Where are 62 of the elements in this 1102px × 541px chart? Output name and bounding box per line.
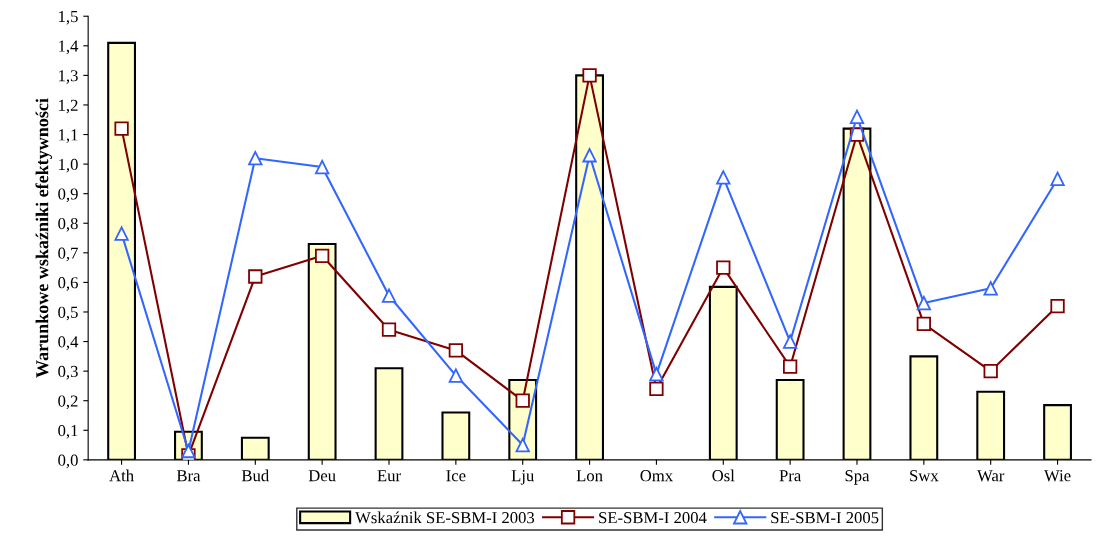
y-tick-label: 0,7 xyxy=(58,247,78,262)
y-tick-label: 0,0 xyxy=(58,454,78,469)
point xyxy=(716,260,731,275)
point xyxy=(916,316,931,331)
point xyxy=(916,295,931,311)
x-tick-label: Eur xyxy=(377,470,401,482)
y-tick-label: 1,4 xyxy=(59,40,79,55)
x-tick-label: Bra xyxy=(176,470,201,482)
legend-label: Wskaźnik SE-SBM-I 2003 xyxy=(355,511,535,524)
point xyxy=(1050,298,1065,314)
x-tick-label: Swx xyxy=(910,470,939,482)
x-tick-label: War xyxy=(977,470,1005,482)
point xyxy=(782,334,798,349)
point xyxy=(248,269,263,284)
point xyxy=(515,437,530,453)
x-tick-label: Ice xyxy=(446,470,466,482)
point xyxy=(314,159,330,175)
point xyxy=(716,170,731,185)
point xyxy=(515,393,530,408)
y-tick-label: 0,2 xyxy=(58,395,78,410)
point xyxy=(448,368,464,383)
legend-label: SE-SBM-I 2005 xyxy=(771,512,879,524)
point xyxy=(314,248,330,263)
y-axis-title: Warunkowe wskaźniki efektywności xyxy=(35,98,53,378)
y-tick-label: 0,6 xyxy=(58,277,78,291)
y-tick-label: 0,1 xyxy=(58,424,78,439)
point xyxy=(983,281,998,296)
x-tick-label: Deu xyxy=(308,470,336,482)
y-tick-label: 1,2 xyxy=(59,99,78,114)
y-tick-label: 0,3 xyxy=(58,365,78,380)
x-tick-label: Osl xyxy=(712,469,735,482)
y-tick-label: 0,9 xyxy=(58,188,78,203)
point xyxy=(849,109,865,124)
point xyxy=(649,381,664,397)
x-tick-label: Pra xyxy=(779,470,802,482)
point xyxy=(582,68,597,83)
y-tick-label: 1,3 xyxy=(59,70,78,84)
point xyxy=(114,121,129,136)
x-tick-label: Lon xyxy=(576,470,603,482)
legend-label: SE-SBM-I 2004 xyxy=(599,512,707,524)
point xyxy=(649,366,664,382)
point xyxy=(1050,171,1065,187)
y-tick-label: 1,1 xyxy=(59,129,78,143)
point xyxy=(983,363,998,379)
point xyxy=(782,359,798,374)
point xyxy=(381,288,397,303)
y-tick-label: 0,4 xyxy=(58,336,79,350)
y-tick-label: 0,5 xyxy=(58,306,78,321)
y-tick-label: 0,8 xyxy=(58,217,78,232)
x-tick-label: Omx xyxy=(640,470,673,482)
y-tick-label: 1,0 xyxy=(59,158,78,173)
point xyxy=(248,151,263,166)
x-tick-label: Bud xyxy=(241,469,269,482)
point xyxy=(114,226,129,241)
point xyxy=(381,322,397,337)
y-tick-label: 1,5 xyxy=(59,11,78,25)
point xyxy=(582,148,597,163)
x-tick-label: Lju xyxy=(511,470,534,485)
x-tick-label: Wie xyxy=(1044,470,1071,482)
point xyxy=(448,343,464,358)
x-tick-label: Spa xyxy=(845,470,870,485)
x-tick-label: Ath xyxy=(109,469,134,482)
